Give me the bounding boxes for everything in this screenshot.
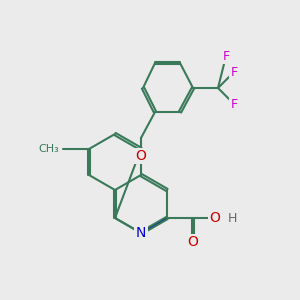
Text: O: O bbox=[136, 149, 146, 163]
Text: O: O bbox=[210, 211, 220, 225]
Text: F: F bbox=[230, 98, 238, 110]
Text: N: N bbox=[136, 226, 146, 240]
Text: O: O bbox=[188, 235, 198, 249]
Text: H: H bbox=[227, 212, 237, 224]
Text: CH₃: CH₃ bbox=[38, 144, 59, 154]
Text: F: F bbox=[222, 50, 230, 62]
Text: F: F bbox=[230, 65, 238, 79]
